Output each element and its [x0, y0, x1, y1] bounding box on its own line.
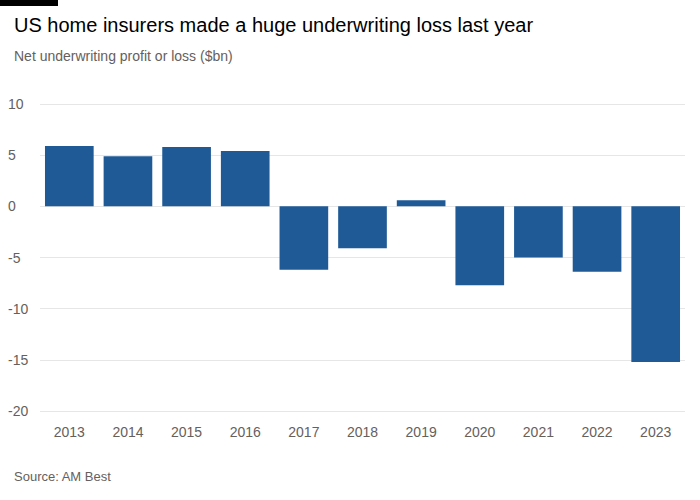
svg-text:0: 0 [8, 198, 16, 214]
svg-text:-15: -15 [8, 352, 28, 368]
svg-text:2018: 2018 [347, 424, 378, 440]
svg-text:2016: 2016 [230, 424, 261, 440]
svg-text:10: 10 [8, 96, 24, 112]
svg-text:Source: AM Best: Source: AM Best [14, 469, 111, 484]
svg-text:-5: -5 [8, 250, 21, 266]
svg-text:2019: 2019 [406, 424, 437, 440]
svg-text:2023: 2023 [640, 424, 671, 440]
svg-text:Net underwriting profit or los: Net underwriting profit or loss ($bn) [14, 48, 233, 64]
svg-text:-20: -20 [8, 403, 28, 419]
svg-text:2020: 2020 [464, 424, 495, 440]
svg-text:2015: 2015 [171, 424, 202, 440]
svg-text:2014: 2014 [112, 424, 143, 440]
svg-text:2022: 2022 [581, 424, 612, 440]
svg-text:2013: 2013 [54, 424, 85, 440]
svg-text:-10: -10 [8, 301, 28, 317]
svg-text:2017: 2017 [288, 424, 319, 440]
svg-text:5: 5 [8, 147, 16, 163]
svg-text:US home insurers made a huge u: US home insurers made a huge underwritin… [14, 14, 533, 36]
svg-text:2021: 2021 [523, 424, 554, 440]
